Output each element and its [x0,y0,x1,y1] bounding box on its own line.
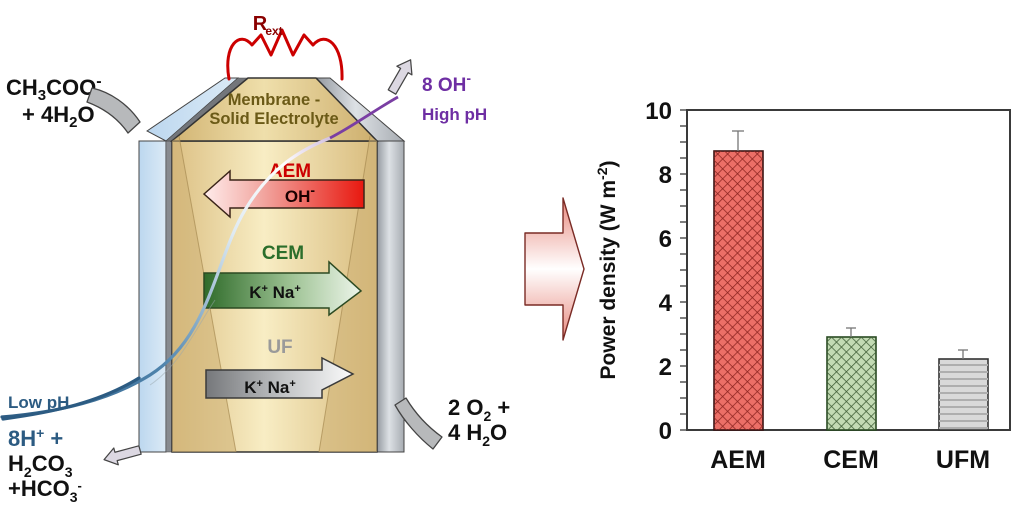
svg-text:K+ Na+: K+ Na+ [249,283,301,302]
svg-text:Low pH: Low pH [8,393,69,412]
svg-text:4 H2O: 4 H2O [448,420,507,449]
svg-text:CH3COO-: CH3COO- [6,73,102,104]
svg-text:10: 10 [645,98,672,125]
svg-text:8H+ +: 8H+ + [8,425,63,451]
svg-text:+ 4H2O: + 4H2O [22,102,95,131]
svg-text:UFM: UFM [936,446,990,474]
svg-text:2: 2 [659,354,672,381]
svg-text:4: 4 [659,290,673,317]
svg-text:CEM: CEM [262,243,304,264]
svg-text:ext: ext [265,24,282,38]
svg-text:UF: UF [267,337,292,358]
svg-text:CEM: CEM [823,446,879,474]
svg-text:K+ Na+: K+ Na+ [244,378,296,397]
svg-text:8 OH-: 8 OH- [422,70,471,96]
svg-text:Power density (W m-2): Power density (W m-2) [594,161,620,380]
svg-text:6: 6 [659,226,672,253]
svg-text:0: 0 [659,418,672,445]
svg-text:Membrane -: Membrane - [228,91,321,109]
svg-text:AEM: AEM [710,446,766,474]
svg-text:+HCO3-: +HCO3- [8,476,82,505]
svg-text:Solid Electrolyte: Solid Electrolyte [209,110,338,128]
svg-text:8: 8 [659,162,672,189]
svg-text:High pH: High pH [422,105,487,124]
